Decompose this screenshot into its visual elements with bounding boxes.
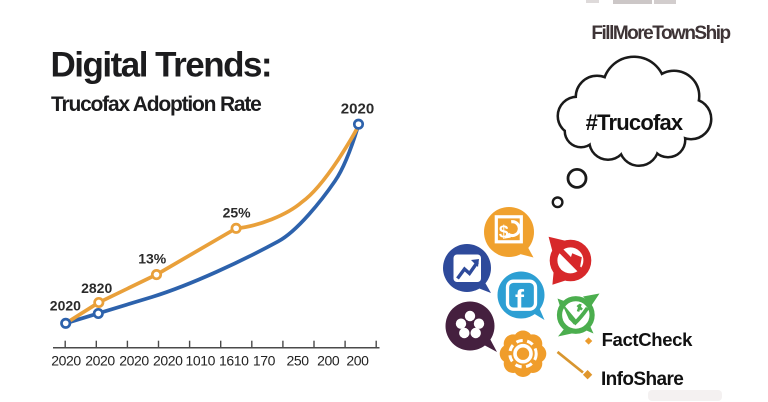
svg-text:25%: 25% — [223, 205, 252, 221]
svg-text:200: 200 — [346, 353, 369, 369]
svg-text:1610: 1610 — [219, 353, 249, 369]
svg-text:FillMoreTownShip: FillMoreTownShip — [591, 23, 730, 44]
svg-text:InfoShare: InfoShare — [601, 369, 683, 390]
svg-text:2020: 2020 — [341, 100, 374, 117]
svg-text:Trucofax Adoption Rate: Trucofax Adoption Rate — [51, 93, 261, 116]
svg-text:2020: 2020 — [50, 298, 81, 314]
svg-text:200: 200 — [317, 353, 340, 369]
svg-text:2020: 2020 — [85, 353, 115, 369]
svg-text:FactCheck: FactCheck — [602, 329, 693, 350]
svg-text:1010: 1010 — [186, 353, 216, 369]
svg-text:13%: 13% — [138, 250, 167, 266]
svg-text:2820: 2820 — [81, 280, 112, 296]
svg-text:f: f — [515, 284, 525, 314]
svg-text:250: 250 — [287, 353, 310, 369]
svg-text:170: 170 — [253, 353, 276, 369]
svg-text:$: $ — [499, 222, 509, 242]
svg-text:Digital Trends:: Digital Trends: — [51, 46, 272, 85]
svg-text:#Trucofax: #Trucofax — [586, 110, 684, 135]
svg-text:2020: 2020 — [51, 353, 81, 369]
svg-text:2020: 2020 — [119, 353, 149, 369]
svg-text:2020: 2020 — [153, 353, 183, 369]
